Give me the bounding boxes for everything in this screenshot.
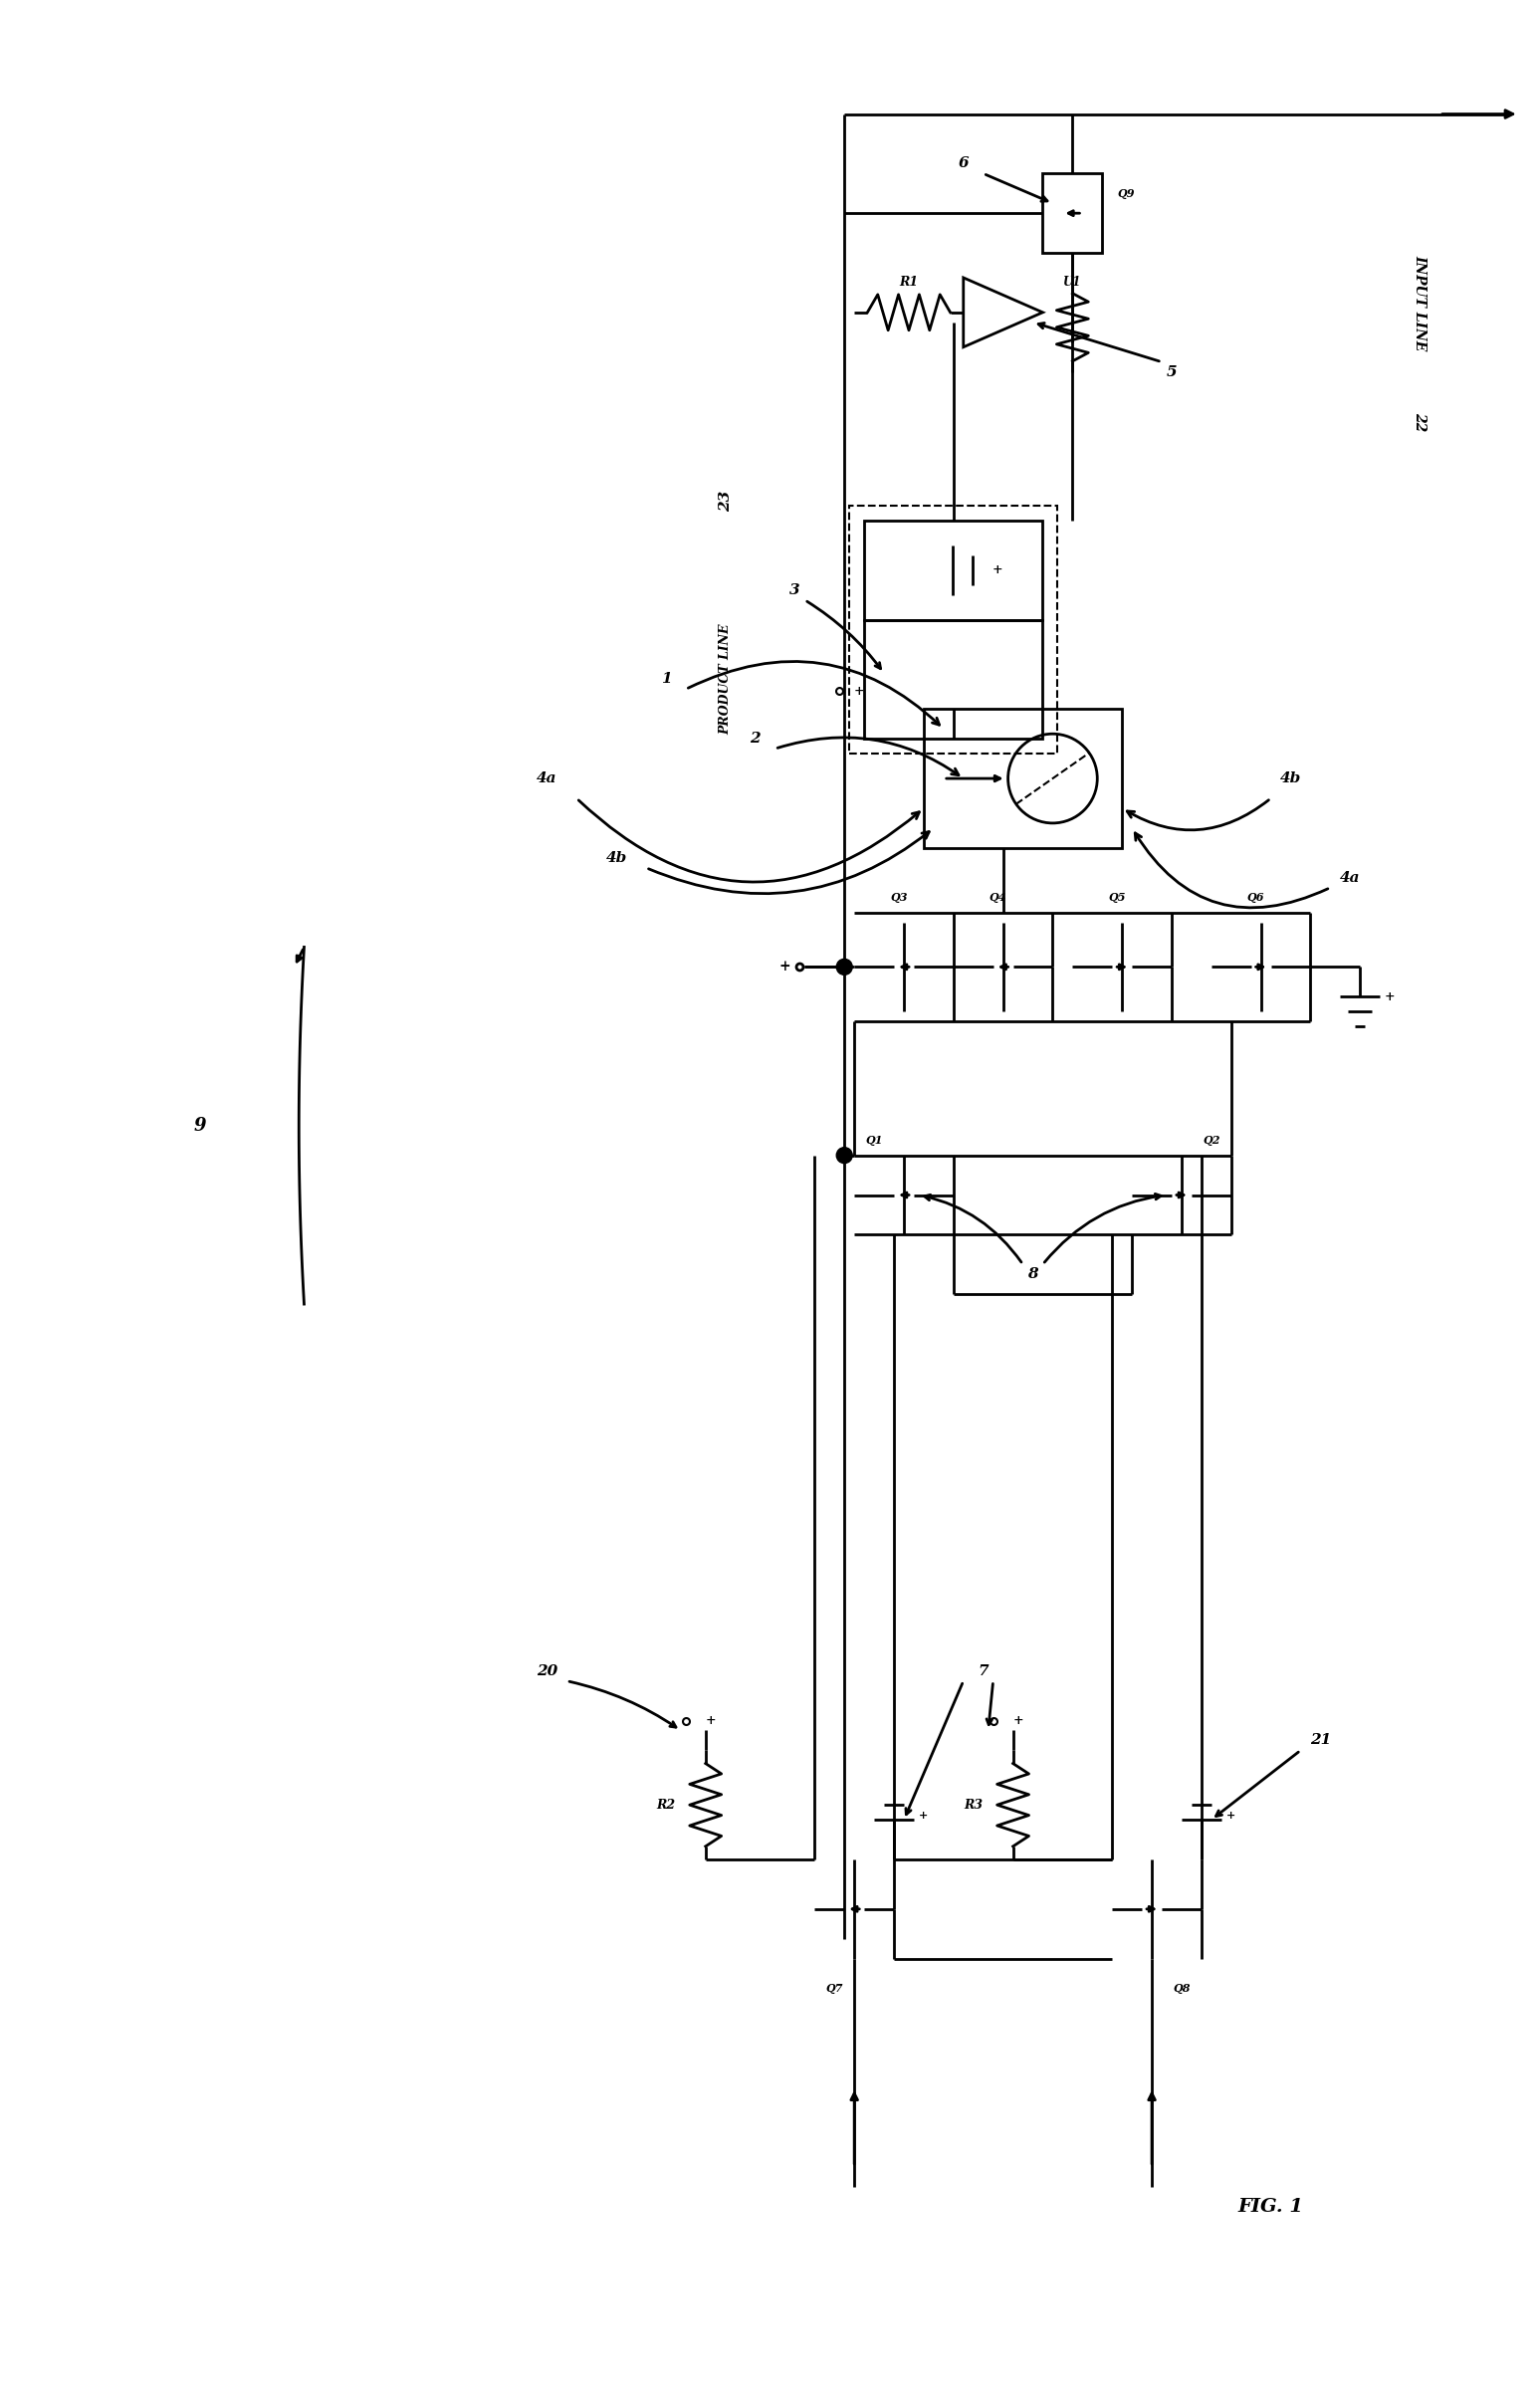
Text: 1: 1: [661, 672, 671, 686]
Circle shape: [836, 958, 852, 975]
Bar: [864, 619, 1043, 739]
Text: 2: 2: [750, 731, 761, 746]
FancyArrowPatch shape: [1127, 801, 1269, 829]
Text: +: +: [705, 1714, 716, 1728]
Text: +: +: [779, 961, 790, 973]
Bar: [1043, 174, 1103, 253]
Text: R2: R2: [656, 1797, 676, 1812]
Text: R3: R3: [964, 1797, 983, 1812]
Text: 4a: 4a: [536, 772, 557, 786]
Text: +: +: [919, 1809, 929, 1821]
Text: 9: 9: [194, 1116, 206, 1135]
Bar: [864, 521, 1043, 619]
Circle shape: [836, 1147, 852, 1164]
Text: Q5: Q5: [1109, 891, 1126, 903]
Text: +: +: [855, 686, 864, 698]
Text: 23: 23: [718, 490, 733, 511]
FancyArrowPatch shape: [1135, 834, 1327, 908]
Text: +: +: [1013, 1714, 1023, 1728]
Text: 8: 8: [1027, 1267, 1038, 1281]
Bar: [850, 507, 1058, 753]
Text: 7: 7: [978, 1663, 989, 1678]
Text: 22: 22: [1412, 411, 1426, 430]
Text: Q4: Q4: [989, 891, 1007, 903]
Text: 3: 3: [790, 583, 801, 598]
Text: R1: R1: [899, 277, 918, 289]
Text: INPUT LINE: INPUT LINE: [1412, 253, 1426, 351]
Text: Q8: Q8: [1173, 1984, 1190, 1993]
FancyArrowPatch shape: [648, 832, 929, 894]
Text: 5: 5: [1166, 366, 1177, 380]
Text: 21: 21: [1311, 1733, 1331, 1747]
Text: 6: 6: [958, 158, 969, 170]
Text: FIG. 1: FIG. 1: [1238, 2196, 1304, 2216]
Text: Q2: Q2: [1203, 1135, 1220, 1145]
Text: Q6: Q6: [1247, 891, 1264, 903]
Text: Q7: Q7: [825, 1984, 844, 1993]
Text: +: +: [1384, 989, 1395, 1004]
Text: U1: U1: [1063, 277, 1081, 289]
FancyArrowPatch shape: [688, 662, 939, 724]
Text: +: +: [1226, 1809, 1235, 1821]
Text: Q9: Q9: [1116, 189, 1135, 198]
Text: 4b: 4b: [1280, 772, 1301, 786]
Text: PRODUCT LINE: PRODUCT LINE: [719, 624, 732, 734]
Text: 4b: 4b: [605, 851, 627, 865]
FancyArrowPatch shape: [778, 739, 958, 774]
Text: +: +: [992, 564, 1003, 576]
Text: Q3: Q3: [890, 891, 907, 903]
FancyArrowPatch shape: [579, 801, 919, 882]
Text: 20: 20: [536, 1663, 557, 1678]
Text: 4a: 4a: [1340, 870, 1360, 884]
Bar: [924, 710, 1123, 848]
Text: Q1: Q1: [865, 1135, 882, 1145]
